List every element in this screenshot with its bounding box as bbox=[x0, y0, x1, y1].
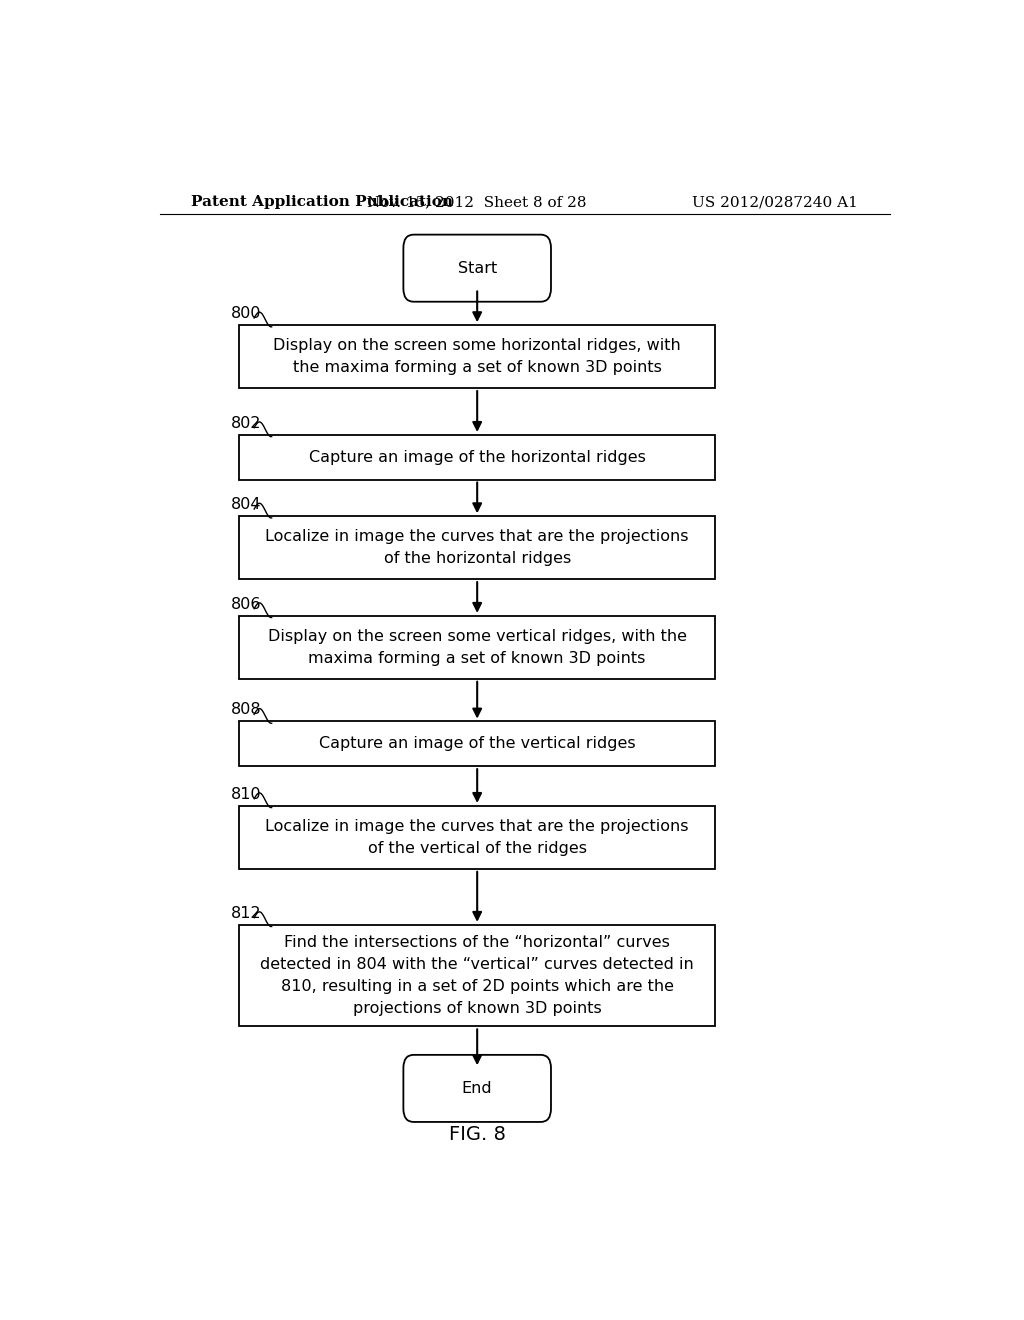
Text: Capture an image of the vertical ridges: Capture an image of the vertical ridges bbox=[318, 737, 636, 751]
Text: US 2012/0287240 A1: US 2012/0287240 A1 bbox=[692, 195, 858, 209]
Text: 806: 806 bbox=[231, 597, 262, 611]
FancyBboxPatch shape bbox=[403, 235, 551, 302]
Bar bbox=[240, 516, 715, 579]
Text: Nov. 15, 2012  Sheet 8 of 28: Nov. 15, 2012 Sheet 8 of 28 bbox=[368, 195, 587, 209]
Text: FIG. 8: FIG. 8 bbox=[449, 1125, 506, 1143]
Text: Patent Application Publication: Patent Application Publication bbox=[191, 195, 454, 209]
Text: 804: 804 bbox=[231, 498, 262, 512]
Text: Display on the screen some horizontal ridges, with
the maxima forming a set of k: Display on the screen some horizontal ri… bbox=[273, 338, 681, 375]
Bar bbox=[240, 925, 715, 1027]
Bar bbox=[240, 722, 715, 766]
Text: Start: Start bbox=[458, 260, 497, 276]
Bar bbox=[240, 325, 715, 388]
Text: End: End bbox=[462, 1081, 493, 1096]
Text: 802: 802 bbox=[231, 416, 262, 430]
FancyBboxPatch shape bbox=[403, 1055, 551, 1122]
Text: Display on the screen some vertical ridges, with the
maxima forming a set of kno: Display on the screen some vertical ridg… bbox=[267, 628, 687, 665]
Text: Localize in image the curves that are the projections
of the vertical of the rid: Localize in image the curves that are th… bbox=[265, 818, 689, 855]
Bar bbox=[240, 615, 715, 678]
Text: 812: 812 bbox=[231, 906, 262, 921]
Text: Localize in image the curves that are the projections
of the horizontal ridges: Localize in image the curves that are th… bbox=[265, 529, 689, 566]
Bar bbox=[240, 805, 715, 869]
Text: 800: 800 bbox=[231, 306, 262, 321]
Bar bbox=[240, 434, 715, 479]
Text: Find the intersections of the “horizontal” curves
detected in 804 with the “vert: Find the intersections of the “horizonta… bbox=[260, 935, 694, 1016]
Text: 808: 808 bbox=[231, 702, 262, 718]
Text: Capture an image of the horizontal ridges: Capture an image of the horizontal ridge… bbox=[309, 450, 645, 465]
Text: 810: 810 bbox=[231, 787, 262, 801]
